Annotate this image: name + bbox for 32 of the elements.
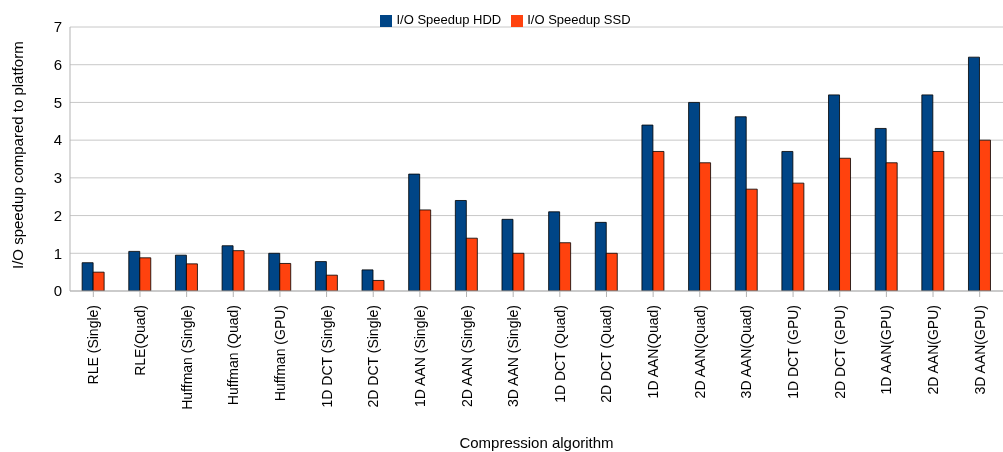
- x-tick-label: 1D DCT (Single): [318, 305, 335, 408]
- y-tick-label: 3: [53, 169, 62, 187]
- y-tick-label: 7: [53, 18, 62, 36]
- x-tick-label: RLE (Single): [85, 305, 102, 385]
- x-tick-label: 2D DCT (GPU): [831, 305, 848, 399]
- x-tick-label: Huffman (Quad): [225, 305, 242, 406]
- x-tick-label: 2D AAN(Quad): [691, 305, 708, 399]
- x-tick-label: 1D AAN(GPU): [878, 305, 895, 395]
- y-tick-label: 6: [53, 56, 62, 74]
- x-tick-label: 2D AAN(GPU): [925, 305, 942, 395]
- legend-label: I/O Speedup HDD: [396, 12, 502, 27]
- x-tick-label: 1D AAN(Quad): [645, 305, 662, 399]
- y-tick-label: 0: [53, 282, 62, 300]
- y-tick-label: 4: [53, 131, 62, 149]
- y-tick-label: 5: [53, 93, 62, 111]
- x-tick-label: 2D DCT (Single): [365, 305, 382, 408]
- x-tick-label: RLE(Quad): [131, 305, 148, 376]
- x-tick-label: 3D AAN(GPU): [971, 305, 988, 395]
- x-tick-label: Huffman (Single): [178, 305, 195, 410]
- x-tick-label: 1D DCT (Quad): [551, 305, 568, 403]
- x-tick-label: 1D AAN (Single): [411, 305, 428, 407]
- x-axis-title: Compression algorithm: [459, 434, 614, 451]
- y-tick-label: 2: [53, 206, 62, 224]
- x-tick-label: 3D AAN(Quad): [738, 305, 755, 399]
- x-tick-label: 3D AAN (Single): [505, 305, 522, 407]
- x-tick-label: 2D DCT (Quad): [598, 305, 615, 403]
- legend-label: I/O Speedup SSD: [527, 12, 631, 27]
- y-tick-label: 1: [53, 244, 62, 262]
- x-tick-label: 1D DCT (GPU): [785, 305, 802, 399]
- x-tick-label: Huffman (GPU): [271, 305, 288, 402]
- y-axis-title: I/O speedup compared to platform: [9, 41, 27, 269]
- x-tick-label: 2D AAN (Single): [458, 305, 475, 407]
